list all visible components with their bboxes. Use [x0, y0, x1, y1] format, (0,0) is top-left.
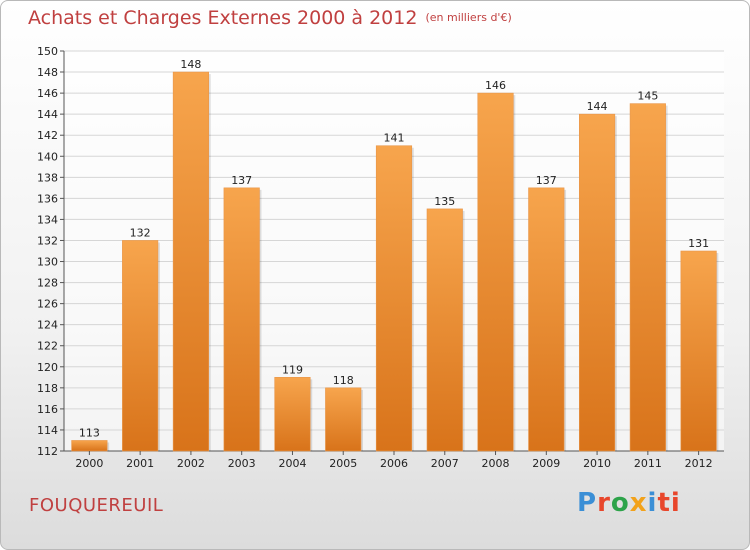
y-tick-label: 120 — [37, 361, 58, 374]
bar — [528, 187, 565, 452]
bar — [680, 250, 717, 452]
chart-title: Achats et Charges Externes 2000 à 2012 (e… — [28, 7, 512, 29]
data-label: 146 — [485, 79, 506, 92]
data-label: 145 — [637, 90, 658, 103]
x-tick-label: 2003 — [228, 457, 256, 470]
y-tick-label: 136 — [37, 192, 58, 205]
y-tick-label: 150 — [37, 45, 58, 58]
y-tick-label: 144 — [37, 108, 58, 121]
data-label: 141 — [384, 132, 405, 145]
x-tick-label: 2010 — [583, 457, 611, 470]
x-tick-label: 2006 — [380, 457, 408, 470]
y-tick-label: 146 — [37, 87, 58, 100]
bar — [477, 92, 514, 452]
bar — [325, 387, 362, 452]
x-tick-label: 2004 — [278, 457, 306, 470]
data-label: 144 — [587, 100, 608, 113]
data-label: 135 — [434, 195, 455, 208]
data-label: 148 — [180, 58, 201, 71]
x-tick-label: 2007 — [431, 457, 459, 470]
bar — [172, 71, 209, 452]
bar — [629, 103, 666, 452]
data-label: 118 — [333, 374, 354, 387]
proxiti-logo: Proxiti — [577, 488, 681, 518]
data-label: 119 — [282, 363, 303, 376]
x-tick-label: 2000 — [75, 457, 103, 470]
x-tick-label: 2005 — [329, 457, 357, 470]
y-tick-label: 148 — [37, 66, 58, 79]
y-tick-label: 118 — [37, 382, 58, 395]
x-tick-label: 2008 — [482, 457, 510, 470]
bar — [579, 113, 616, 452]
y-tick-label: 134 — [37, 213, 58, 226]
commune-name: FOUQUEREUIL — [29, 495, 164, 516]
y-tick-label: 116 — [37, 403, 58, 416]
y-tick-label: 138 — [37, 171, 58, 184]
data-label: 131 — [688, 237, 709, 250]
data-label: 137 — [231, 174, 252, 187]
y-tick-label: 126 — [37, 298, 58, 311]
y-tick-label: 142 — [37, 129, 58, 142]
y-tick-label: 140 — [37, 150, 58, 163]
y-tick-label: 130 — [37, 256, 58, 269]
bar — [274, 377, 311, 452]
data-label: 113 — [79, 426, 100, 439]
y-tick-label: 128 — [37, 277, 58, 290]
x-tick-label: 2012 — [685, 457, 713, 470]
bar — [223, 187, 260, 452]
bar — [375, 145, 413, 452]
data-label: 132 — [130, 226, 151, 239]
y-tick-label: 122 — [37, 340, 58, 353]
data-label: 137 — [536, 174, 557, 187]
title-unit: (en milliers d'€) — [425, 11, 512, 24]
y-tick-label: 114 — [37, 424, 58, 437]
x-tick-label: 2009 — [532, 457, 560, 470]
bar — [71, 440, 108, 452]
bar — [426, 208, 463, 452]
y-tick-label: 112 — [37, 445, 58, 458]
y-tick-label: 124 — [37, 319, 58, 332]
title-text: Achats et Charges Externes 2000 à 2012 — [28, 7, 418, 29]
x-tick-label: 2001 — [126, 457, 154, 470]
bar — [122, 240, 159, 452]
x-tick-label: 2002 — [177, 457, 205, 470]
y-tick-label: 132 — [37, 234, 58, 247]
x-tick-label: 2011 — [634, 457, 662, 470]
